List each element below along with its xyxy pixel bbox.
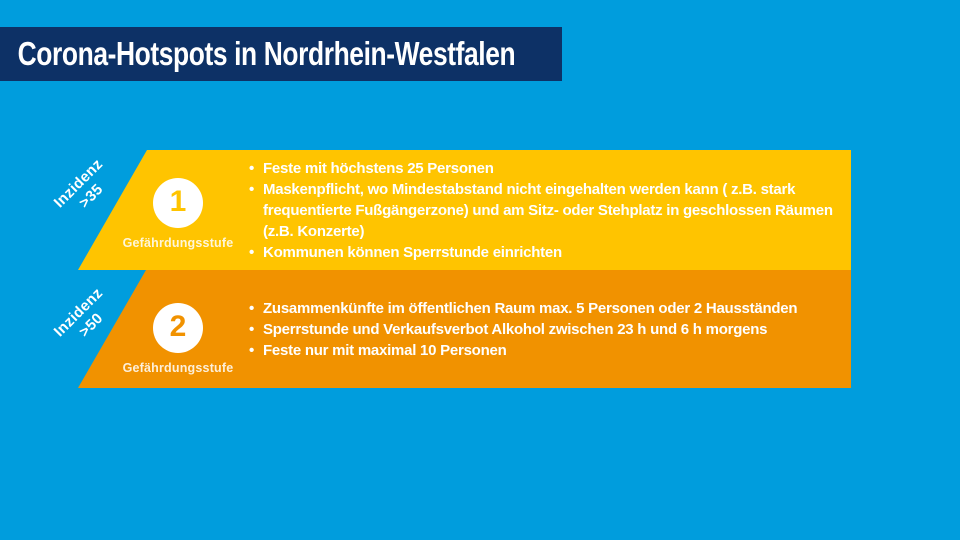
restriction-item: Kommunen können Sperrstunde einrichten [248,242,856,263]
restriction-item: Feste mit höchstens 25 Personen [248,158,856,179]
restriction-item: Sperrstunde und Verkaufsverbot Alkohol z… [248,319,856,340]
level-number: 1 [169,185,187,218]
level-2-caption: Gefährdungsstufe [122,361,234,375]
restriction-item: Feste nur mit maximal 10 Personen [248,340,856,361]
restriction-item: Maskenpflicht, wo Mindestabstand nicht e… [248,179,856,242]
level-1-restrictions-list: Feste mit höchstens 25 Personen Maskenpf… [248,150,856,270]
level-1-badge: 1 [153,178,203,228]
level-2-restrictions-list: Zusammenkünfte im öffentlichen Raum max.… [248,270,856,388]
level-1-caption: Gefährdungsstufe [122,236,234,250]
restriction-item: Zusammenkünfte im öffentlichen Raum max.… [248,298,856,319]
level-2-badge: 2 [153,303,203,353]
level-number: 2 [169,310,187,343]
title-bar: Corona-Hotspots in Nordrhein-Westfalen [0,27,562,81]
page-title: Corona-Hotspots in Nordrhein-Westfalen [17,35,516,72]
